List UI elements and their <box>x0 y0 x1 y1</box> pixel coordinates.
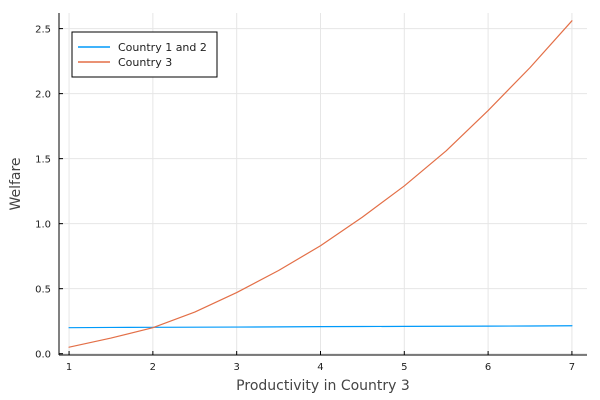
legend-label-country-3: Country 3 <box>118 56 172 69</box>
y-tick-label: 2.0 <box>35 90 51 101</box>
x-axis-label: Productivity in Country 3 <box>236 378 410 394</box>
series-layer <box>68 20 573 348</box>
y-tick-label: 0.0 <box>35 350 51 361</box>
legend-label-country-1-and-2: Country 1 and 2 <box>118 41 207 54</box>
y-tick-label: 2.5 <box>35 25 51 36</box>
x-tick-label: 2 <box>150 362 156 373</box>
x-tick-label: 4 <box>317 362 323 373</box>
x-tick-label: 1 <box>66 362 72 373</box>
y-tick-label: 0.5 <box>35 285 51 296</box>
y-tick-label: 1.5 <box>35 155 51 166</box>
x-tick-label: 7 <box>569 362 575 373</box>
series-line-country-3 <box>68 20 573 348</box>
x-tick-label: 5 <box>401 362 407 373</box>
y-tick-label: 1.0 <box>35 220 51 231</box>
grid-layer <box>59 13 587 355</box>
legend: Country 1 and 2 Country 3 <box>71 31 218 78</box>
axis-layer: 1 2 3 4 5 6 7 0.0 0.5 1.0 1.5 2.0 2.5 <box>35 13 587 373</box>
y-axis-label: Welfare <box>8 157 24 210</box>
x-tick-label: 6 <box>485 362 491 373</box>
x-tick-label: 3 <box>233 362 239 373</box>
legend-box <box>71 31 218 78</box>
